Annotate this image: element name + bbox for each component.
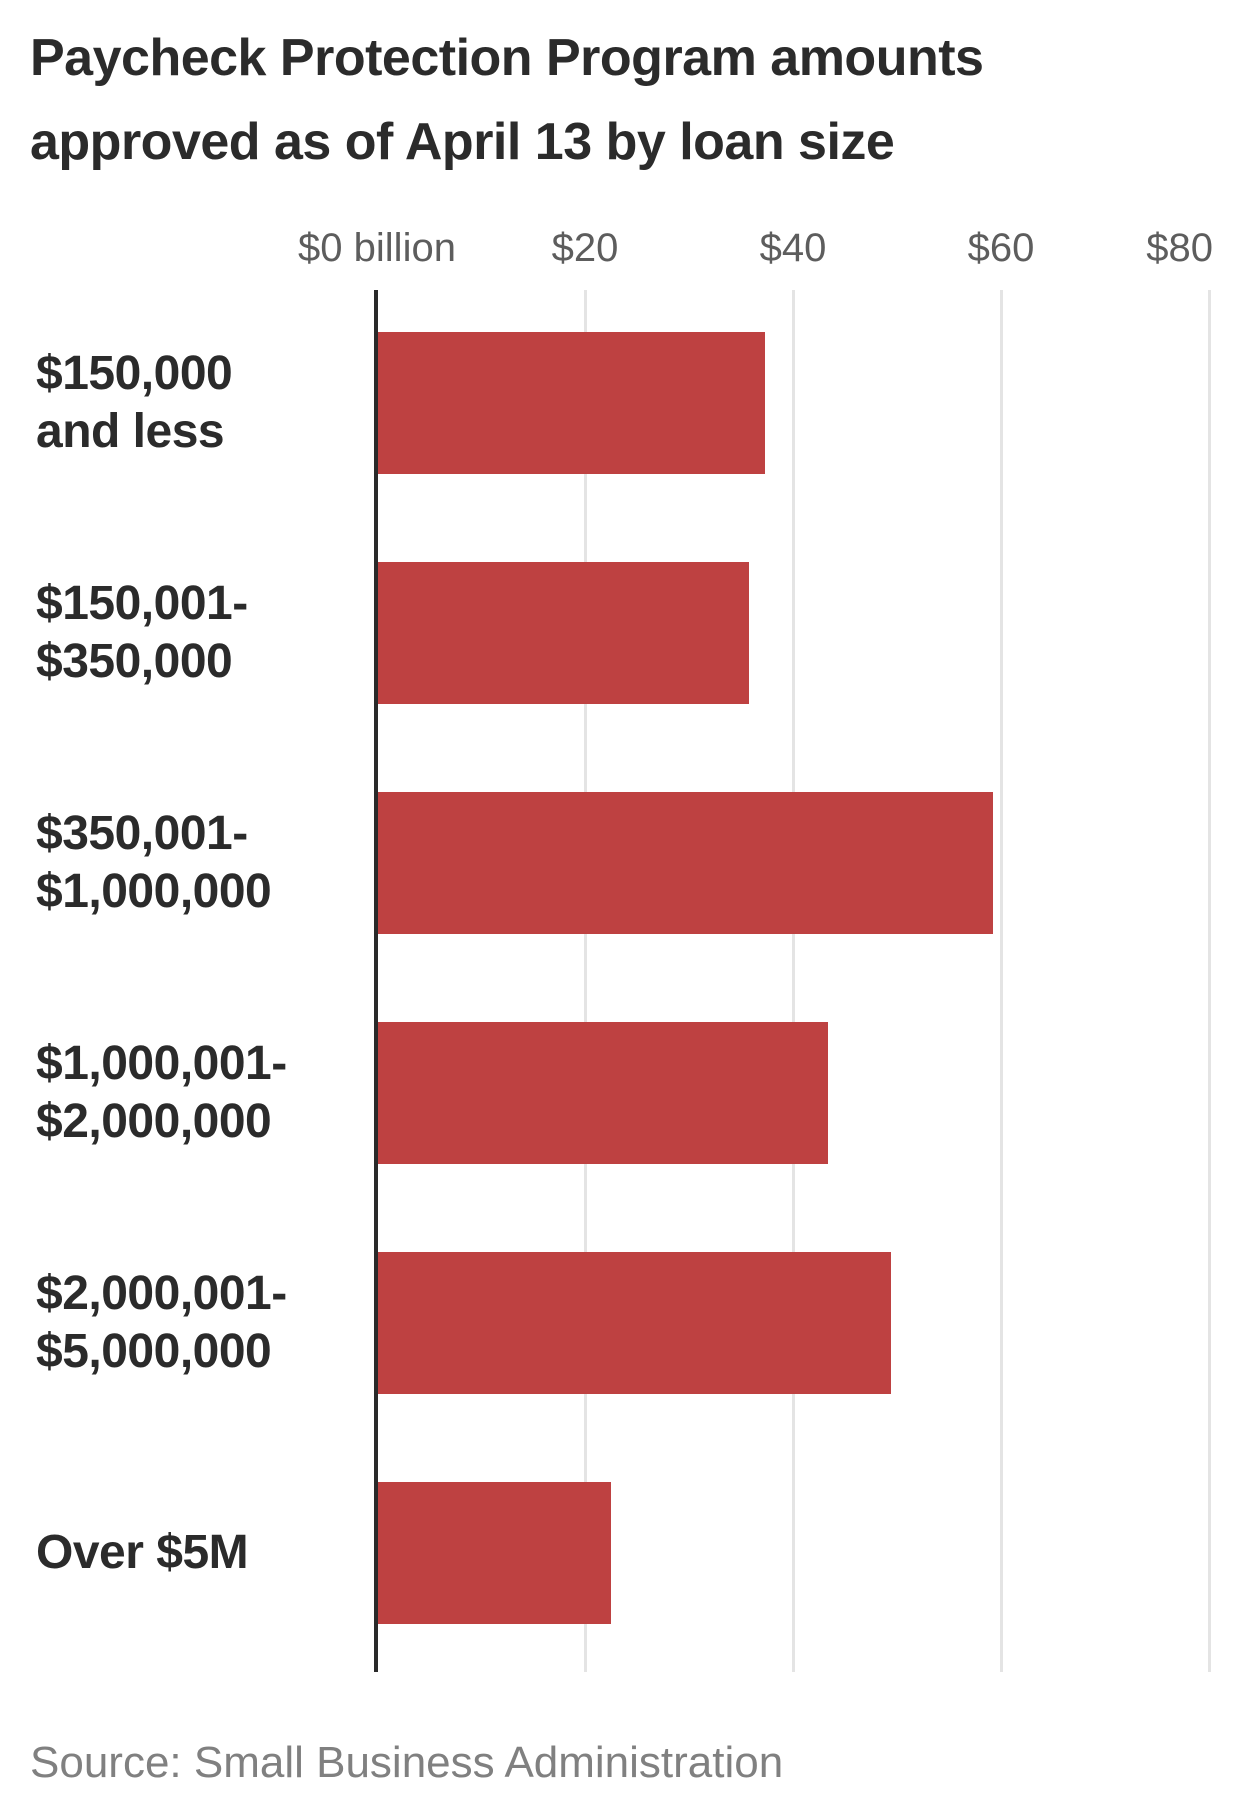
y-axis-line bbox=[374, 290, 378, 1672]
category-label-2: $350,001- $1,000,000 bbox=[36, 805, 356, 921]
bar-0 bbox=[378, 332, 765, 474]
x-tick-label-3: $60 bbox=[967, 226, 1035, 270]
x-tick-label-2: $40 bbox=[759, 226, 827, 270]
category-label-line: $1,000,000 bbox=[36, 865, 272, 918]
gridline-60 bbox=[1000, 290, 1003, 1672]
gridline-20 bbox=[584, 290, 587, 1672]
plot-area bbox=[0, 290, 1242, 1672]
category-label-3: $1,000,001- $2,000,000 bbox=[36, 1035, 356, 1151]
x-tick-label-4: $80 bbox=[1146, 226, 1213, 270]
source-note: Source: Small Business Administration bbox=[30, 1738, 784, 1787]
category-label-4: $2,000,001- $5,000,000 bbox=[36, 1265, 356, 1381]
x-tick-label-0: $0 billion bbox=[298, 226, 456, 270]
category-label-line: and less bbox=[36, 405, 225, 458]
category-label-1: $150,001- $350,000 bbox=[36, 575, 356, 691]
category-label-line: $2,000,001- bbox=[36, 1267, 287, 1320]
bar-3 bbox=[378, 1022, 828, 1164]
chart-title: Paycheck Protection Program amounts appr… bbox=[30, 16, 1030, 184]
gridline-40 bbox=[792, 290, 795, 1672]
x-tick-label-1: $20 bbox=[551, 226, 619, 270]
category-label-0: $150,000 and less bbox=[36, 345, 356, 461]
category-label-line: $5,000,000 bbox=[36, 1325, 272, 1378]
bar-2 bbox=[378, 792, 993, 934]
category-label-line: $1,000,001- bbox=[36, 1037, 287, 1090]
category-label-line: $150,001- bbox=[36, 577, 248, 630]
category-label-line: Over $5M bbox=[36, 1526, 249, 1579]
category-label-line: $2,000,000 bbox=[36, 1095, 272, 1148]
category-label-line: $150,000 bbox=[36, 347, 233, 400]
category-label-line: $350,000 bbox=[36, 635, 233, 688]
chart-title-line-2: approved as of April 13 by loan size bbox=[30, 113, 895, 171]
gridline-80 bbox=[1208, 290, 1211, 1672]
bar-5 bbox=[378, 1482, 611, 1624]
chart-title-line-1: Paycheck Protection Program amounts bbox=[30, 29, 984, 87]
category-label-5: Over $5M bbox=[36, 1524, 356, 1582]
category-label-line: $350,001- bbox=[36, 807, 248, 860]
bar-1 bbox=[378, 562, 749, 704]
bar-4 bbox=[378, 1252, 891, 1394]
